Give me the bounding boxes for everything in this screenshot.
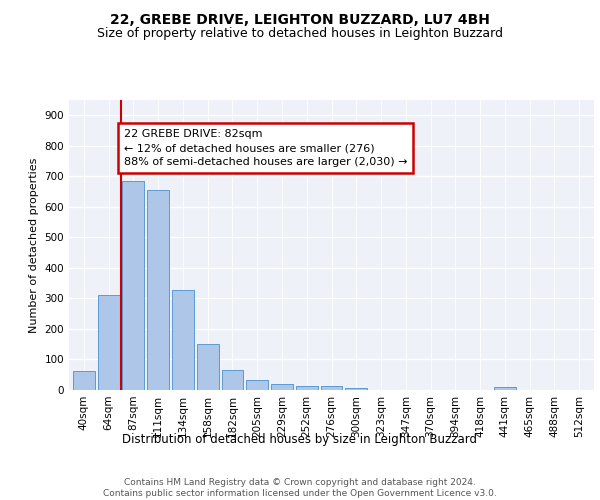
Bar <box>98 296 119 390</box>
Bar <box>197 344 218 390</box>
Bar <box>494 387 516 390</box>
Bar <box>172 290 194 390</box>
Bar <box>271 384 293 390</box>
Bar <box>147 190 169 390</box>
Y-axis label: Number of detached properties: Number of detached properties <box>29 158 39 332</box>
Bar <box>122 180 144 390</box>
Bar <box>247 380 268 390</box>
Text: 22 GREBE DRIVE: 82sqm
← 12% of detached houses are smaller (276)
88% of semi-det: 22 GREBE DRIVE: 82sqm ← 12% of detached … <box>124 129 407 167</box>
Text: Contains HM Land Registry data © Crown copyright and database right 2024.
Contai: Contains HM Land Registry data © Crown c… <box>103 478 497 498</box>
Bar <box>221 370 244 390</box>
Bar <box>320 386 343 390</box>
Text: Size of property relative to detached houses in Leighton Buzzard: Size of property relative to detached ho… <box>97 28 503 40</box>
Text: 22, GREBE DRIVE, LEIGHTON BUZZARD, LU7 4BH: 22, GREBE DRIVE, LEIGHTON BUZZARD, LU7 4… <box>110 12 490 26</box>
Text: Distribution of detached houses by size in Leighton Buzzard: Distribution of detached houses by size … <box>122 432 478 446</box>
Bar <box>73 371 95 390</box>
Bar <box>296 386 317 390</box>
Bar <box>346 388 367 390</box>
